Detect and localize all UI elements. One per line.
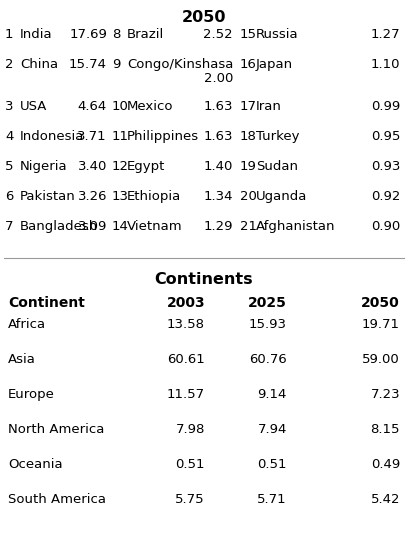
- Text: 16: 16: [240, 58, 257, 71]
- Text: 8: 8: [112, 28, 120, 41]
- Text: 3.26: 3.26: [78, 190, 107, 203]
- Text: 1.34: 1.34: [204, 190, 233, 203]
- Text: 7.98: 7.98: [175, 423, 205, 436]
- Text: Congo/Kinshasa: Congo/Kinshasa: [127, 58, 233, 71]
- Text: 7.94: 7.94: [257, 423, 287, 436]
- Text: Turkey: Turkey: [256, 130, 299, 143]
- Text: Indonesia: Indonesia: [20, 130, 84, 143]
- Text: Philippines: Philippines: [127, 130, 199, 143]
- Text: 19: 19: [240, 160, 257, 173]
- Text: 2025: 2025: [248, 296, 287, 310]
- Text: 15.74: 15.74: [69, 58, 107, 71]
- Text: Bangladesh: Bangladesh: [20, 220, 98, 233]
- Text: 1.27: 1.27: [370, 28, 400, 41]
- Text: Uganda: Uganda: [256, 190, 307, 203]
- Text: 0.92: 0.92: [370, 190, 400, 203]
- Text: Nigeria: Nigeria: [20, 160, 68, 173]
- Text: Russia: Russia: [256, 28, 299, 41]
- Text: Europe: Europe: [8, 388, 55, 401]
- Text: 11.57: 11.57: [167, 388, 205, 401]
- Text: 0.99: 0.99: [371, 100, 400, 113]
- Text: China: China: [20, 58, 58, 71]
- Text: 5.42: 5.42: [370, 493, 400, 506]
- Text: Japan: Japan: [256, 58, 293, 71]
- Text: Continent: Continent: [8, 296, 85, 310]
- Text: 7: 7: [5, 220, 13, 233]
- Text: Asia: Asia: [8, 353, 36, 366]
- Text: Continents: Continents: [155, 272, 253, 287]
- Text: 1.29: 1.29: [204, 220, 233, 233]
- Text: 5: 5: [5, 160, 13, 173]
- Text: Oceania: Oceania: [8, 458, 62, 471]
- Text: 2.52: 2.52: [203, 28, 233, 41]
- Text: 5.71: 5.71: [257, 493, 287, 506]
- Text: North America: North America: [8, 423, 104, 436]
- Text: 1.63: 1.63: [204, 130, 233, 143]
- Text: 7.23: 7.23: [370, 388, 400, 401]
- Text: 3.09: 3.09: [78, 220, 107, 233]
- Text: 19.71: 19.71: [362, 318, 400, 331]
- Text: 21: 21: [240, 220, 257, 233]
- Text: 8.15: 8.15: [370, 423, 400, 436]
- Text: 4: 4: [5, 130, 13, 143]
- Text: 14: 14: [112, 220, 129, 233]
- Text: 15: 15: [240, 28, 257, 41]
- Text: Ethiopia: Ethiopia: [127, 190, 181, 203]
- Text: 3.71: 3.71: [78, 130, 107, 143]
- Text: 1.63: 1.63: [204, 100, 233, 113]
- Text: 6: 6: [5, 190, 13, 203]
- Text: 12: 12: [112, 160, 129, 173]
- Text: 2050: 2050: [361, 296, 400, 310]
- Text: Vietnam: Vietnam: [127, 220, 183, 233]
- Text: 2.00: 2.00: [204, 72, 233, 85]
- Text: Africa: Africa: [8, 318, 46, 331]
- Text: 59.00: 59.00: [362, 353, 400, 366]
- Text: 1: 1: [5, 28, 13, 41]
- Text: 0.51: 0.51: [175, 458, 205, 471]
- Text: 3: 3: [5, 100, 13, 113]
- Text: 10: 10: [112, 100, 129, 113]
- Text: South America: South America: [8, 493, 106, 506]
- Text: 18: 18: [240, 130, 257, 143]
- Text: India: India: [20, 28, 53, 41]
- Text: 9.14: 9.14: [257, 388, 287, 401]
- Text: 0.90: 0.90: [371, 220, 400, 233]
- Text: 0.49: 0.49: [371, 458, 400, 471]
- Text: 2: 2: [5, 58, 13, 71]
- Text: 0.51: 0.51: [257, 458, 287, 471]
- Text: 17: 17: [240, 100, 257, 113]
- Text: 0.93: 0.93: [370, 160, 400, 173]
- Text: 2003: 2003: [166, 296, 205, 310]
- Text: 1.10: 1.10: [370, 58, 400, 71]
- Text: 11: 11: [112, 130, 129, 143]
- Text: 3.40: 3.40: [78, 160, 107, 173]
- Text: Sudan: Sudan: [256, 160, 298, 173]
- Text: Egypt: Egypt: [127, 160, 165, 173]
- Text: 60.76: 60.76: [249, 353, 287, 366]
- Text: 13.58: 13.58: [167, 318, 205, 331]
- Text: Pakistan: Pakistan: [20, 190, 76, 203]
- Text: 1.40: 1.40: [204, 160, 233, 173]
- Text: 0.95: 0.95: [370, 130, 400, 143]
- Text: USA: USA: [20, 100, 47, 113]
- Text: 60.61: 60.61: [167, 353, 205, 366]
- Text: 5.75: 5.75: [175, 493, 205, 506]
- Text: 13: 13: [112, 190, 129, 203]
- Text: 17.69: 17.69: [69, 28, 107, 41]
- Text: 4.64: 4.64: [78, 100, 107, 113]
- Text: Brazil: Brazil: [127, 28, 164, 41]
- Text: 9: 9: [112, 58, 120, 71]
- Text: 2050: 2050: [182, 10, 226, 25]
- Text: Mexico: Mexico: [127, 100, 173, 113]
- Text: Iran: Iran: [256, 100, 282, 113]
- Text: Afghanistan: Afghanistan: [256, 220, 335, 233]
- Text: 15.93: 15.93: [249, 318, 287, 331]
- Text: 20: 20: [240, 190, 257, 203]
